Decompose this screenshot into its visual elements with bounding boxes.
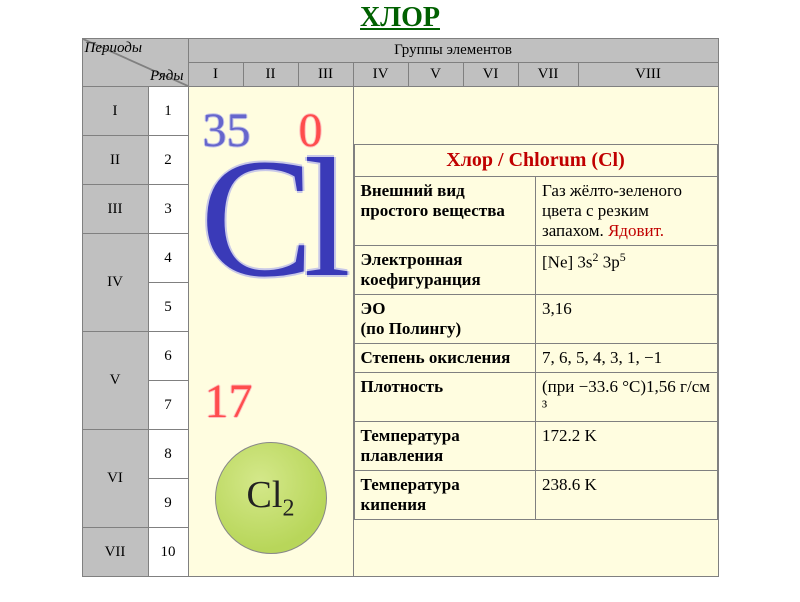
group-header-I: I bbox=[188, 63, 243, 87]
prop-label-2: ЭО (по Полингу) bbox=[354, 294, 536, 343]
period-III: III bbox=[82, 185, 148, 234]
row-number-8: 8 bbox=[148, 430, 188, 479]
row-number-3: 3 bbox=[148, 185, 188, 234]
group-header-VI: VI bbox=[463, 63, 518, 87]
atomic-number: 17 bbox=[205, 378, 253, 426]
element-symbol-panel: 350Cl17Cl2 bbox=[188, 87, 353, 577]
properties-title: Хлор / Chlorum (Cl) bbox=[354, 144, 717, 176]
groups-header: Группы элементов bbox=[188, 39, 718, 63]
prop-label-0: Внешний вид простого вещества bbox=[354, 176, 536, 245]
group-header-V: V bbox=[408, 63, 463, 87]
group-header-VII: VII bbox=[518, 63, 578, 87]
row-number-5: 5 bbox=[148, 283, 188, 332]
row-number-9: 9 bbox=[148, 479, 188, 528]
prop-label-1: Электронная коефигуранция bbox=[354, 245, 536, 294]
prop-value-1: [Ne] 3s2 3p5 bbox=[536, 245, 718, 294]
group-header-IV: IV bbox=[353, 63, 408, 87]
prop-value-4: (при −33.6 °C)1,56 г/см ³ bbox=[536, 372, 718, 421]
period-IV: IV bbox=[82, 234, 148, 332]
group-header-VIII: VIII bbox=[578, 63, 718, 87]
row-number-4: 4 bbox=[148, 234, 188, 283]
period-II: II bbox=[82, 136, 148, 185]
prop-label-4: Плотность bbox=[354, 372, 536, 421]
prop-value-2: 3,16 bbox=[536, 294, 718, 343]
prop-value-3: 7, 6, 5, 4, 3, 1, −1 bbox=[536, 343, 718, 372]
row-number-1: 1 bbox=[148, 87, 188, 136]
page-title: ХЛОР bbox=[0, 2, 800, 34]
prop-value-6: 238.6 K bbox=[536, 470, 718, 519]
periodic-table: ПериодыРядыГруппы элементовIIIIIIIVVVIVI… bbox=[82, 38, 719, 577]
properties-panel: Хлор / Chlorum (Cl)Внешний вид простого … bbox=[353, 87, 718, 577]
periods-label: Периоды bbox=[85, 40, 143, 57]
periods-rows-header: Периоды Ряды bbox=[82, 39, 188, 87]
row-number-10: 10 bbox=[148, 528, 188, 577]
prop-label-3: Степень окисления bbox=[354, 343, 536, 372]
row-number-2: 2 bbox=[148, 136, 188, 185]
row-number-6: 6 bbox=[148, 332, 188, 381]
element-symbol: Cl bbox=[189, 142, 353, 295]
period-VII: VII bbox=[82, 528, 148, 577]
period-I: I bbox=[82, 87, 148, 136]
prop-label-5: Температура плавления bbox=[354, 421, 536, 470]
prop-label-6: Температура кипения bbox=[354, 470, 536, 519]
period-V: V bbox=[82, 332, 148, 430]
molecule-circle: Cl2 bbox=[215, 442, 327, 554]
period-VI: VI bbox=[82, 430, 148, 528]
row-number-7: 7 bbox=[148, 381, 188, 430]
group-header-II: II bbox=[243, 63, 298, 87]
prop-value-5: 172.2 K bbox=[536, 421, 718, 470]
prop-value-0: Газ жёлто-зеленого цвета с резким запахо… bbox=[536, 176, 718, 245]
group-header-III: III bbox=[298, 63, 353, 87]
rows-label: Ряды bbox=[150, 68, 184, 85]
molecule-formula: Cl2 bbox=[247, 473, 295, 523]
